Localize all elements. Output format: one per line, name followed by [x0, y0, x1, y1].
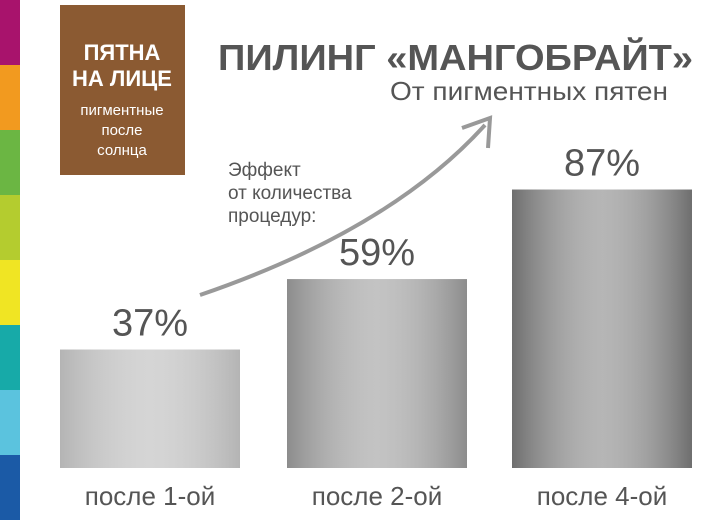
badge-subtitle: пигментные [80, 102, 163, 119]
color-stripe [0, 0, 20, 520]
x-tick-label: после 4-ой [537, 481, 668, 511]
annotation: от количества [228, 183, 352, 204]
bar-shine [287, 279, 467, 468]
x-tick-label: после 1-ой [85, 481, 216, 511]
value-label: 37% [112, 303, 188, 345]
x-tick-label: после 2-ой [312, 481, 443, 511]
trend-arrow [199, 115, 493, 297]
annotation: Эффект [228, 160, 301, 181]
badge [60, 5, 185, 175]
badge-subtitle: после [101, 122, 142, 139]
badge-subtitle: солнца [97, 142, 147, 159]
badge-title: НА ЛИЦЕ [72, 66, 172, 91]
chart-title: ПИЛИНГ «МАНГОБРАЙТ» [218, 36, 693, 78]
value-label: 59% [339, 232, 415, 274]
bar-shine [512, 189, 692, 468]
chart-subtitle: От пигментных пятен [390, 76, 668, 106]
bar-shine [60, 349, 240, 468]
value-label: 87% [564, 143, 640, 185]
badge-title: ПЯТНА [84, 40, 161, 65]
annotation: процедур: [228, 206, 316, 227]
